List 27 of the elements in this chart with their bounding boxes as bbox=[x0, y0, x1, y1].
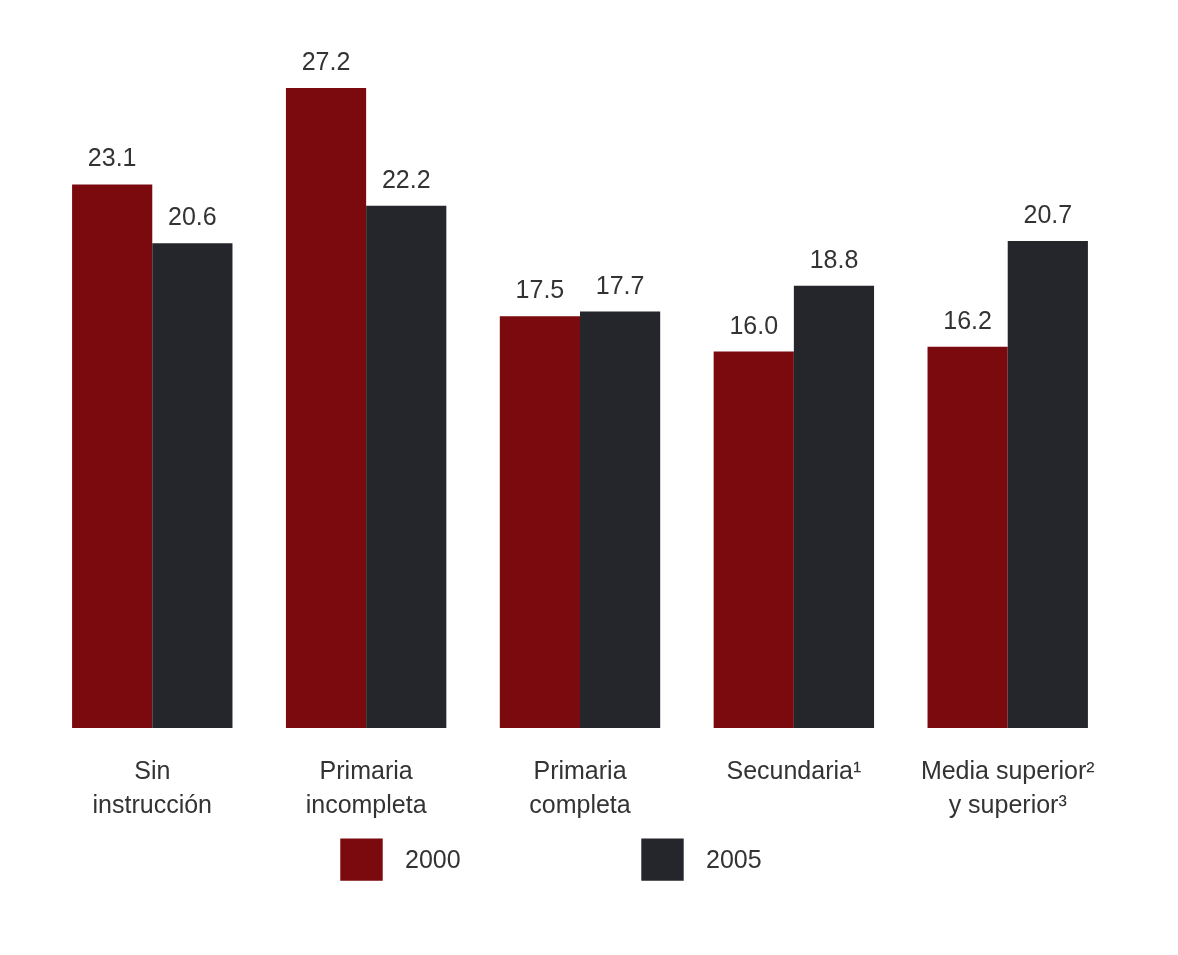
bar bbox=[927, 346, 1008, 728]
x-tick-label: Secundaria¹ bbox=[726, 755, 862, 784]
data-label: 20.7 bbox=[1023, 199, 1073, 228]
bar bbox=[72, 184, 153, 728]
bar bbox=[793, 285, 875, 728]
data-label: 16.0 bbox=[729, 310, 779, 339]
data-label: 20.6 bbox=[168, 202, 217, 231]
data-label: 22.2 bbox=[381, 164, 431, 193]
data-label: 23.1 bbox=[87, 143, 137, 172]
bar bbox=[713, 351, 794, 728]
bar bbox=[580, 311, 661, 728]
data-label: 16.2 bbox=[943, 305, 992, 334]
bar bbox=[366, 205, 447, 728]
bar bbox=[499, 316, 580, 728]
bar bbox=[285, 88, 367, 728]
x-tick-label: Primaria completa bbox=[529, 755, 631, 818]
data-label: 17.7 bbox=[595, 270, 645, 299]
legend-label: 2005 bbox=[706, 844, 762, 873]
data-label: 27.2 bbox=[301, 47, 351, 75]
bar bbox=[152, 243, 233, 728]
x-tick-label: Sin instrucción bbox=[92, 755, 213, 818]
legend-label: 2000 bbox=[405, 844, 461, 873]
bar bbox=[1007, 240, 1088, 728]
x-tick-label: Media superior² y superior³ bbox=[920, 755, 1095, 818]
x-tick-label: Primaria incompleta bbox=[305, 755, 427, 818]
data-label: 18.8 bbox=[809, 244, 859, 273]
data-label: 17.5 bbox=[515, 275, 565, 304]
